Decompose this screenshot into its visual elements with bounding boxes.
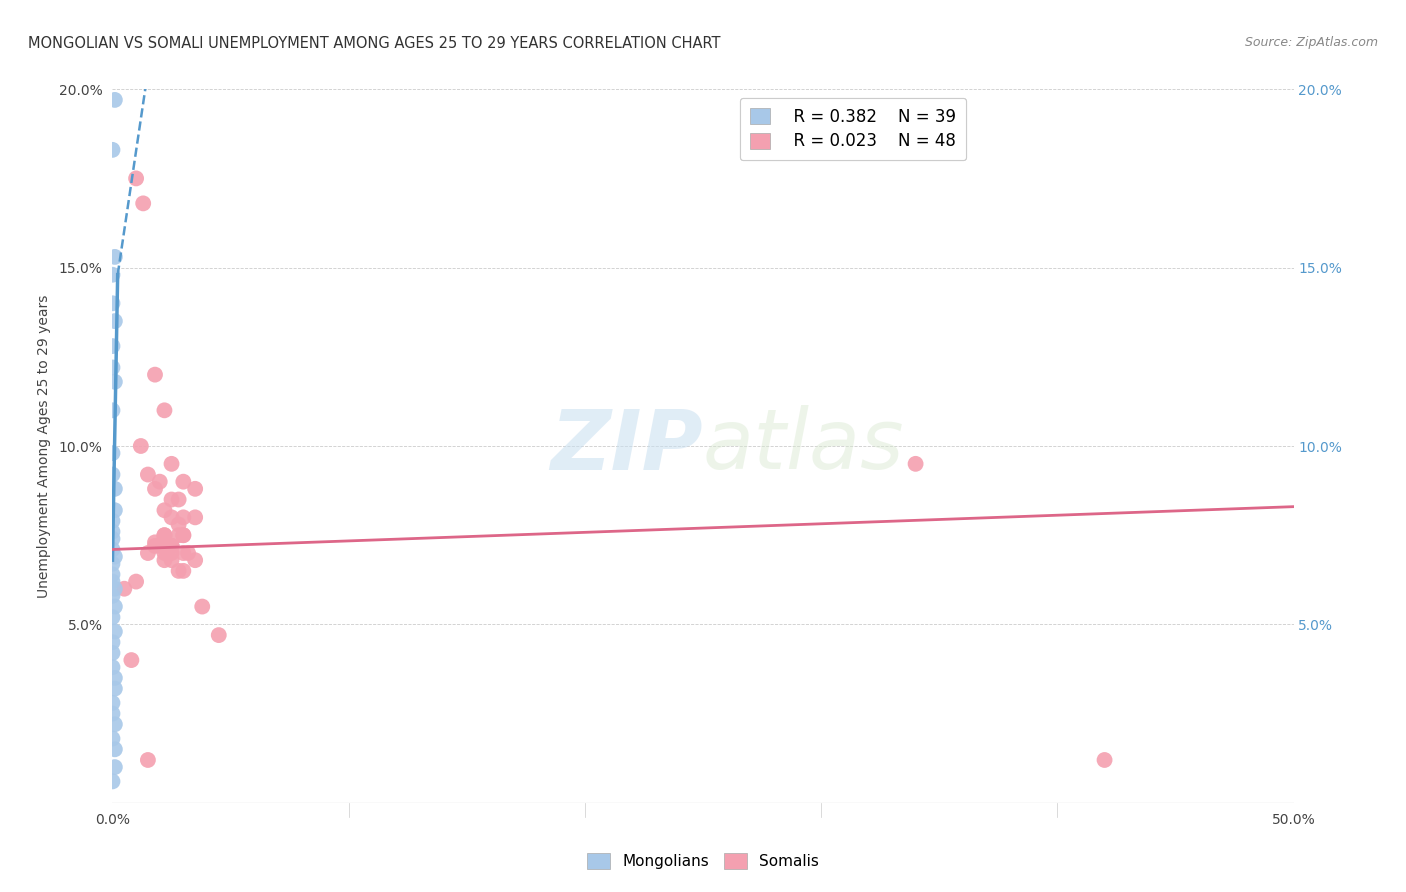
Point (143, 535, 166, 549)
Point (101, 542, 124, 557)
Point (172, 564, 194, 578)
Point (172, 475, 194, 489)
Point (172, 510, 194, 524)
Point (101, 143, 124, 157)
Point (167, 517, 190, 532)
Point (184, 510, 207, 524)
Point (904, 457, 927, 471)
Point (160, 492, 183, 507)
Point (104, 717, 127, 731)
Point (104, 482, 127, 496)
Point (191, 599, 214, 614)
Point (101, 646, 124, 660)
Point (101, 557, 124, 571)
Point (101, 339, 124, 353)
Point (177, 546, 200, 560)
Point (136, 753, 159, 767)
Point (104, 549, 127, 564)
Point (104, 582, 127, 596)
Point (160, 553, 183, 567)
Point (160, 539, 183, 553)
Point (101, 610, 124, 624)
Point (172, 546, 194, 560)
Point (101, 635, 124, 649)
Point (132, 196, 155, 211)
Y-axis label: Unemployment Among Ages 25 to 29 years: Unemployment Among Ages 25 to 29 years (37, 294, 51, 598)
Text: ZIP: ZIP (550, 406, 703, 486)
Point (104, 599, 127, 614)
Point (153, 503, 176, 517)
Point (101, 268, 124, 282)
Point (160, 546, 183, 560)
Point (167, 492, 190, 507)
Point (160, 457, 183, 471)
Point (104, 681, 127, 696)
Point (101, 774, 124, 789)
Point (101, 706, 124, 721)
Point (160, 539, 183, 553)
Point (129, 439, 152, 453)
Point (104, 93, 127, 107)
Point (101, 567, 124, 582)
Point (149, 539, 172, 553)
Point (160, 539, 183, 553)
Point (101, 589, 124, 603)
Point (172, 528, 194, 542)
Text: atlas: atlas (703, 406, 904, 486)
Point (101, 403, 124, 417)
Point (208, 628, 231, 642)
Point (143, 539, 166, 553)
Point (101, 731, 124, 746)
Point (101, 532, 124, 546)
Point (104, 671, 127, 685)
Point (184, 482, 207, 496)
Point (101, 296, 124, 310)
Point (153, 532, 176, 546)
Point (153, 553, 176, 567)
Point (143, 482, 166, 496)
Point (104, 375, 127, 389)
Point (153, 546, 176, 560)
Point (101, 660, 124, 674)
Point (104, 742, 127, 756)
Point (153, 528, 176, 542)
Point (149, 475, 172, 489)
Point (167, 528, 190, 542)
Point (125, 171, 148, 186)
Point (120, 653, 142, 667)
Point (160, 510, 183, 524)
Point (101, 360, 124, 375)
Point (104, 250, 127, 264)
Point (184, 553, 207, 567)
Point (153, 403, 176, 417)
Point (101, 446, 124, 460)
Point (172, 528, 194, 542)
Text: MONGOLIAN VS SOMALI UNEMPLOYMENT AMONG AGES 25 TO 29 YEARS CORRELATION CHART: MONGOLIAN VS SOMALI UNEMPLOYMENT AMONG A… (28, 36, 721, 51)
Legend: Mongolians, Somalis: Mongolians, Somalis (581, 847, 825, 875)
Point (104, 314, 127, 328)
Point (104, 503, 127, 517)
Point (136, 467, 159, 482)
Point (1094, 753, 1116, 767)
Point (125, 574, 148, 589)
Point (101, 467, 124, 482)
Text: Source: ZipAtlas.com: Source: ZipAtlas.com (1244, 36, 1378, 49)
Point (101, 696, 124, 710)
Point (153, 528, 176, 542)
Point (104, 760, 127, 774)
Point (143, 368, 166, 382)
Point (104, 624, 127, 639)
Point (167, 564, 190, 578)
Point (101, 524, 124, 539)
Point (101, 514, 124, 528)
Legend:   R = 0.382    N = 39,   R = 0.023    N = 48: R = 0.382 N = 39, R = 0.023 N = 48 (740, 97, 966, 161)
Point (136, 546, 159, 560)
Point (112, 582, 135, 596)
Point (101, 574, 124, 589)
